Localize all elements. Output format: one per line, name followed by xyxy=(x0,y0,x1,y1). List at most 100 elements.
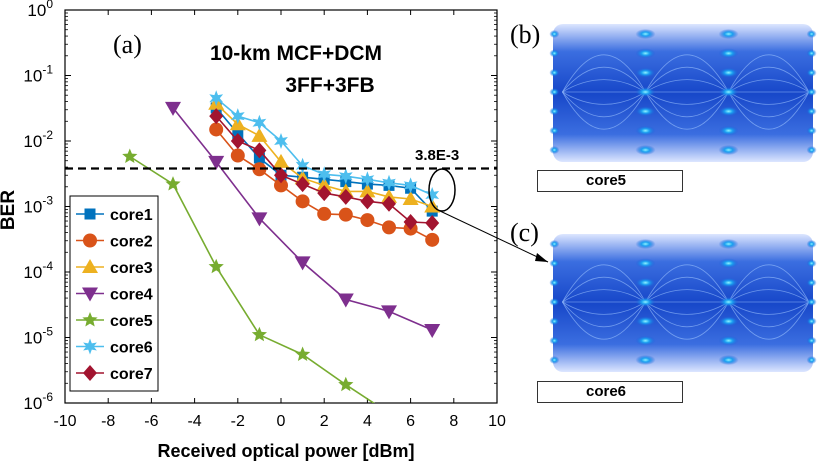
eye-crossing xyxy=(718,125,739,136)
eye-crossing-edge xyxy=(806,317,817,326)
eye-trace xyxy=(728,277,810,303)
eye-crossing xyxy=(635,87,656,97)
eye-crossing xyxy=(718,335,739,346)
data-point-core2 xyxy=(360,213,375,228)
eye-crossing-edge xyxy=(806,298,817,306)
eye-trace xyxy=(728,91,810,117)
eye-trace xyxy=(728,67,810,93)
eye-crossing-edge xyxy=(806,88,817,96)
eye-trace xyxy=(562,54,646,93)
y-tick-exponent: -6 xyxy=(42,390,53,404)
eye-crossing xyxy=(635,145,656,155)
eye-trace xyxy=(728,79,810,93)
y-tick-label: 100 xyxy=(27,0,53,20)
y-tick-base: 10 xyxy=(23,198,42,217)
eye-crossing xyxy=(635,125,656,136)
data-point-core6 xyxy=(274,133,288,149)
data-point-core2 xyxy=(274,178,288,193)
legend-marker-core2 xyxy=(83,233,97,248)
data-point-core6 xyxy=(338,168,353,185)
data-point-core6 xyxy=(252,114,267,131)
threshold-label: 3.8E-3 xyxy=(415,147,459,164)
eye-crossing xyxy=(718,67,739,78)
legend-label-core1: core1 xyxy=(110,207,153,224)
eye-crossing-edge xyxy=(549,278,560,287)
data-point-core2 xyxy=(230,148,245,163)
eye-trace xyxy=(645,54,729,93)
eye-crossing-edge xyxy=(806,259,817,268)
y-tick-base: 10 xyxy=(27,1,46,20)
eye-crossing-edge xyxy=(549,240,560,248)
eye-crossing-edge xyxy=(549,356,560,364)
eye-crossing-edge xyxy=(806,336,817,345)
data-point-core5 xyxy=(338,376,354,392)
panel-label-a: (a) xyxy=(113,30,142,59)
x-tick-label: 10 xyxy=(488,413,506,430)
eye-crossing xyxy=(718,106,739,117)
data-point-core2 xyxy=(295,194,310,209)
eye-crossing xyxy=(635,29,656,39)
eye-trace-band xyxy=(553,234,813,372)
panel-label-c: (c) xyxy=(510,218,539,247)
data-point-core6 xyxy=(230,108,245,125)
eye-crossing-edge xyxy=(549,126,560,135)
series-core4 xyxy=(165,101,441,339)
x-tick-label: -6 xyxy=(144,413,158,430)
eye-trace xyxy=(562,289,646,303)
eye-trace xyxy=(562,264,646,303)
y-tick-base: 10 xyxy=(23,67,42,86)
eye-crossing xyxy=(635,335,656,346)
axis-ticks: -10 -8 -6 -4 -2 0 2 4 6 8 1010-610-510-410-310-210… xyxy=(23,0,506,430)
eye-trace xyxy=(728,289,810,303)
x-tick-label: 8 xyxy=(449,413,458,430)
eye-crossing xyxy=(635,297,656,307)
y-tick-label: 10-6 xyxy=(23,390,53,413)
y-tick-label: 10-5 xyxy=(23,325,53,348)
data-point-core6 xyxy=(295,157,310,174)
legend-marker-core5 xyxy=(82,312,98,327)
eye-crossing-edge xyxy=(549,146,560,154)
eye-label-core6: core6 xyxy=(537,381,683,403)
y-tick-exponent: -1 xyxy=(42,63,53,77)
data-point-core4 xyxy=(251,212,268,227)
eye-trace xyxy=(645,264,729,303)
y-tick-label: 10-3 xyxy=(23,194,53,217)
eye-label-core5: core5 xyxy=(537,170,683,192)
eye-crossing-edge xyxy=(549,298,560,306)
data-point-core4 xyxy=(294,256,311,271)
eye-crossing-edge xyxy=(806,107,817,116)
y-tick-exponent: -3 xyxy=(42,194,53,208)
eye-trace xyxy=(645,301,729,315)
x-tick-label: -2 xyxy=(231,413,245,430)
chart-subtitle: 3FF+3FB xyxy=(285,74,374,97)
eye-crossing xyxy=(635,277,656,288)
eye-crossing-edge xyxy=(549,259,560,268)
data-point-core2 xyxy=(252,162,267,177)
x-tick-label: 0 xyxy=(277,413,286,430)
eye-trace xyxy=(562,79,646,93)
data-point-core2 xyxy=(382,220,396,235)
data-point-core7 xyxy=(382,195,396,212)
eye-diagram-core5 xyxy=(549,12,817,172)
data-point-core3 xyxy=(359,183,376,198)
eye-trace xyxy=(645,301,729,327)
callout-arrow xyxy=(439,210,549,263)
series-core7 xyxy=(209,108,440,231)
data-point-core5 xyxy=(208,258,224,274)
data-point-core7 xyxy=(317,185,332,202)
data-point-core2 xyxy=(338,207,353,222)
eye-crossing xyxy=(718,355,739,365)
data-point-core6 xyxy=(317,166,332,183)
eye-trace xyxy=(562,91,646,105)
chart-title: 10-km MCF+DCM xyxy=(210,42,382,65)
eye-crossing-edge xyxy=(806,240,817,248)
legend-marker-core3 xyxy=(82,259,98,273)
data-point-core5 xyxy=(295,346,311,361)
eye-trace xyxy=(645,67,729,93)
data-point-core5 xyxy=(165,176,181,191)
x-tick-label: -4 xyxy=(187,413,201,430)
eye-trace xyxy=(645,91,729,117)
data-point-core7 xyxy=(295,176,310,193)
eye-crossing xyxy=(635,316,656,327)
legend-marker-core4 xyxy=(82,287,98,302)
